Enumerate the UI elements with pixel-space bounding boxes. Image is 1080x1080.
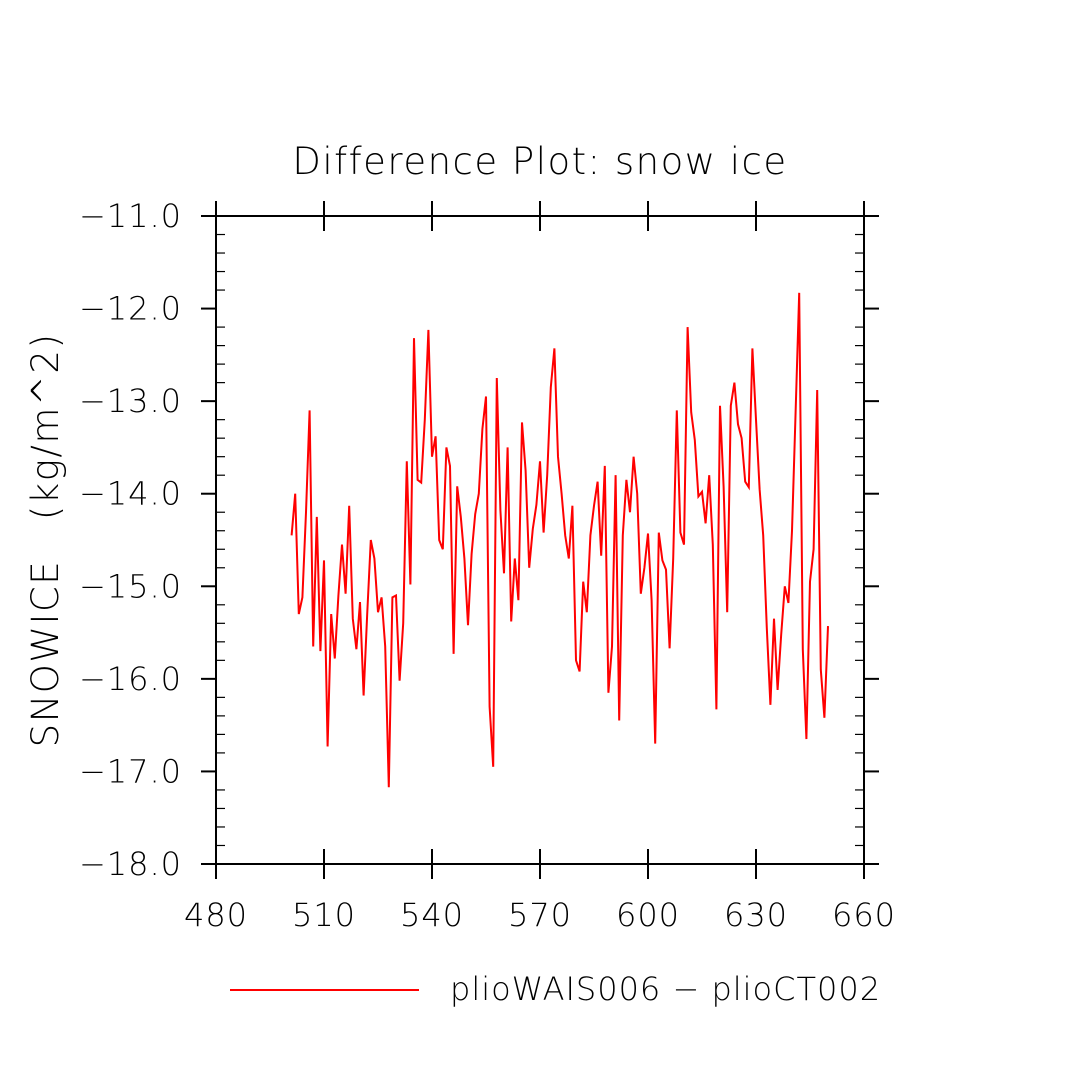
y-tick-label: −14.0 — [79, 475, 182, 513]
x-tick-labels: 480 510 540 570 600 630 660 — [184, 896, 896, 934]
plot-area: 480 510 540 570 600 630 660 −11.0 −12.0 −13.0 −14… — [79, 197, 896, 934]
y-tick-labels: −11.0 −12.0 −13.0 −14.0 −15.0 −16.0 −17.0 −18.0 — [79, 197, 182, 883]
x-tick-label: 510 — [292, 896, 356, 934]
data-series — [290, 292, 829, 788]
y-tick-label: −15.0 — [79, 567, 182, 605]
chart-title: Difference Plot: snow ice — [292, 140, 787, 183]
x-tick-label: 570 — [508, 896, 572, 934]
x-tick-label: 600 — [616, 896, 680, 934]
x-tick-label: 660 — [832, 896, 896, 934]
axis-ticks — [201, 201, 879, 879]
series-line — [290, 292, 829, 788]
y-tick-label: −17.0 — [79, 752, 182, 790]
y-tick-label: −18.0 — [79, 845, 182, 883]
y-tick-label: −16.0 — [79, 660, 182, 698]
y-tick-label: −13.0 — [79, 382, 182, 420]
x-tick-label: 480 — [184, 896, 248, 934]
y-axis-label: SNOWICE (kg/m^2) — [24, 333, 67, 748]
legend: plioWAIS006 − plioCT002 — [230, 970, 881, 1008]
legend-label: plioWAIS006 − plioCT002 — [450, 970, 881, 1008]
y-tick-label: −12.0 — [79, 290, 182, 328]
plot-frame — [215, 215, 865, 865]
y-tick-label: −11.0 — [79, 197, 182, 235]
x-tick-label: 630 — [724, 896, 788, 934]
x-tick-label: 540 — [400, 896, 464, 934]
